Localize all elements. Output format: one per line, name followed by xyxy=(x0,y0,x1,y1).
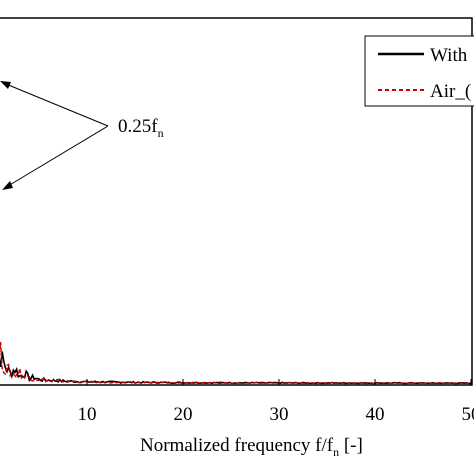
series-line-1 xyxy=(0,342,472,385)
x-axis-ticks: 10 20 30 40 50 xyxy=(78,379,474,425)
annotation-arrowhead-upper xyxy=(0,81,11,89)
x-tick-label-10: 10 xyxy=(78,404,97,425)
annotation-label: 0.25fn xyxy=(118,116,164,140)
annotation-arrowhead-lower xyxy=(2,181,13,190)
x-tick-label-20: 20 xyxy=(174,404,193,425)
x-tick-label-40: 40 xyxy=(366,404,385,425)
legend: With Air_( xyxy=(364,35,474,107)
legend-label-series-0: With xyxy=(430,45,468,66)
annotation-label-main: 0.25f xyxy=(118,116,158,137)
x-axis-label-sub: n xyxy=(333,445,339,459)
annotation-arrow-lower xyxy=(7,125,109,187)
x-tick-label-50: 50 xyxy=(462,404,474,425)
annotation-arrows xyxy=(0,81,109,190)
x-axis-label: Normalized frequency f/fn [-] xyxy=(140,435,363,459)
annotation-arrow-upper xyxy=(5,83,109,127)
x-axis-label-suffix: [-] xyxy=(339,435,363,456)
annotation-label-sub: n xyxy=(158,126,164,140)
x-tick-label-30: 30 xyxy=(270,404,289,425)
series-layer xyxy=(0,342,472,385)
x-axis-label-main: Normalized frequency f/f xyxy=(140,435,334,456)
plot-frame xyxy=(0,17,473,386)
legend-label-series-1: Air_( xyxy=(430,81,471,102)
legend-box xyxy=(364,35,474,107)
series-line-0 xyxy=(0,351,472,385)
